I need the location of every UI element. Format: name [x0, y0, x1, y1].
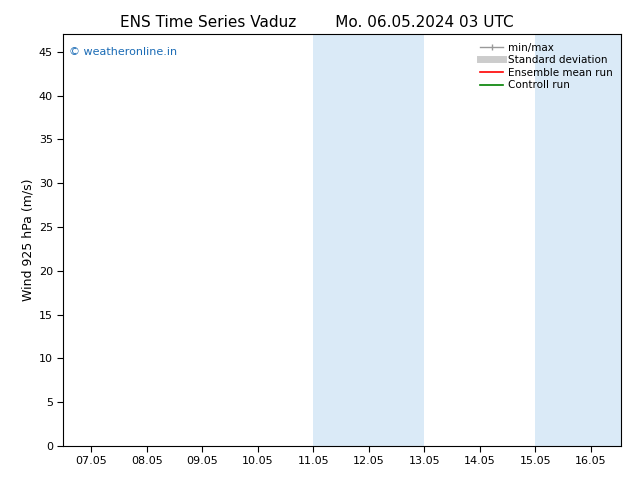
Y-axis label: Wind 925 hPa (m/s): Wind 925 hPa (m/s) — [22, 179, 35, 301]
Text: ENS Time Series Vaduz        Mo. 06.05.2024 03 UTC: ENS Time Series Vaduz Mo. 06.05.2024 03 … — [120, 15, 514, 30]
Text: © weatheronline.in: © weatheronline.in — [69, 47, 177, 57]
Bar — [313, 34, 424, 446]
Legend: min/max, Standard deviation, Ensemble mean run, Controll run: min/max, Standard deviation, Ensemble me… — [477, 40, 616, 94]
Bar — [535, 34, 621, 446]
